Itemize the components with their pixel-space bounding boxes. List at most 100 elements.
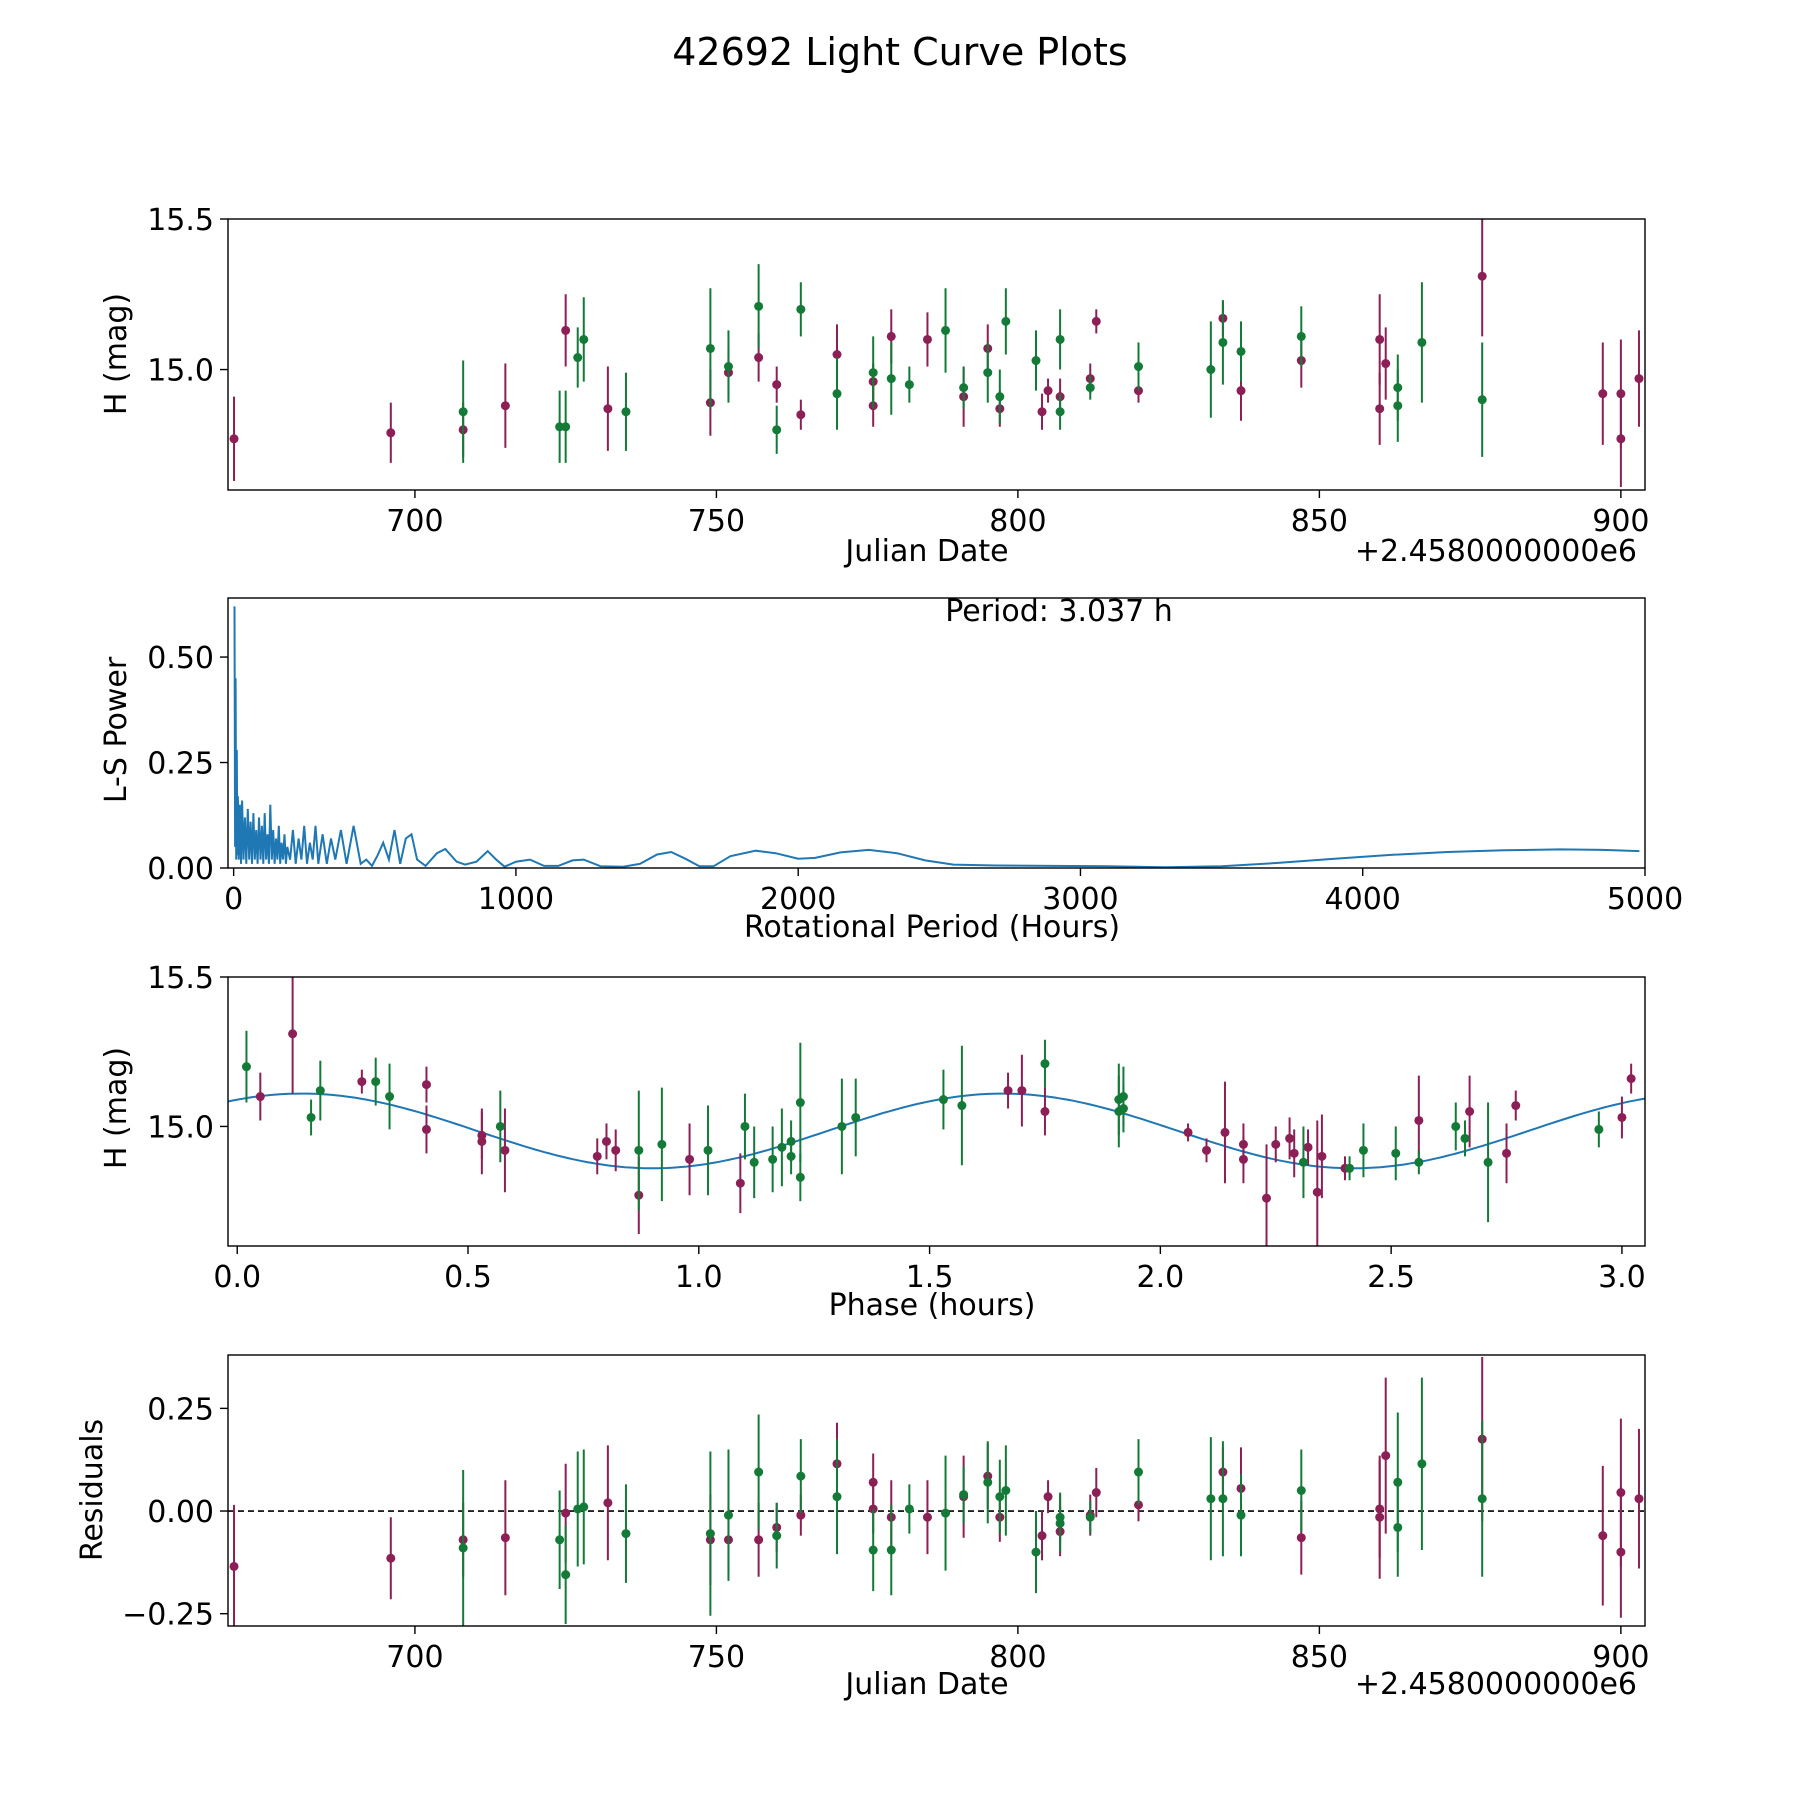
periodogram-xtick-label-0: 0 [224,882,243,917]
phased-curve-band-1-point-27 [1312,1187,1322,1197]
residuals-band-2-point-10 [796,1471,806,1481]
residuals-band-1-point-34 [1616,1547,1626,1557]
residuals-band-2-point-13 [886,1545,896,1555]
residuals-ytick-label-2: 0.25 [147,1392,214,1427]
phased-curve-band-2-point-31 [1451,1121,1461,1131]
light-curve-band-1-point-30 [1381,359,1391,369]
phased-curve-band-1-point-15 [1017,1086,1027,1096]
phased-curve-band-2-point-9 [740,1121,750,1131]
light-curve-band-2-point-23 [1085,383,1095,393]
light-curve-ytick-label-0: 15.0 [147,354,214,389]
residuals-band-2-point-5 [621,1529,631,1539]
light-curve-band-2-point-6 [705,343,715,353]
phased-curve-band-1-point-19 [1220,1127,1230,1137]
light-curve-band-1-point-31 [1477,271,1487,281]
residuals-band-2-point-23 [1085,1512,1095,1522]
phased-curve-band-1-point-12 [685,1154,695,1164]
phased-curve-band-1-point-32 [1502,1148,1512,1158]
light-curve-band-2-point-30 [1393,401,1403,411]
residuals-band-2-point-8 [754,1467,764,1477]
phased-curve-band-2-point-8 [703,1145,713,1155]
light-curve-band-1-point-10 [796,410,806,420]
light-curve-band-2-point-21 [1055,334,1065,344]
light-curve-band-1-point-28 [1375,404,1385,414]
light-curve-band-1-point-8 [754,353,764,363]
residuals-band-1-point-8 [754,1535,764,1545]
light-curve-band-2-point-10 [796,304,806,314]
phased-curve-xtick-label-0: 0.0 [213,1260,261,1295]
phased-curve-axes-frame [227,976,1646,1247]
phased-curve-band-1-point-7 [500,1145,510,1155]
residuals-band-1-point-4 [561,1508,571,1518]
light-curve-axes-frame [227,218,1646,491]
residuals-band-2-point-30 [1393,1522,1403,1532]
light-curve-band-2-point-4 [579,334,589,344]
phased-curve-band-1-point-8 [592,1151,602,1161]
light-curve-band-1-point-26 [1236,386,1246,396]
light-curve-band-1-point-3 [500,401,510,411]
residuals-band-1-point-27 [1296,1533,1306,1543]
residuals-band-2-point-2 [561,1570,571,1580]
residuals-band-1-point-1 [386,1553,396,1563]
phased-curve-band-1-point-26 [1303,1142,1313,1152]
periodogram-ylabel: L-S Power [99,656,134,803]
phased-curve-band-2-point-20 [957,1101,967,1111]
phased-curve-xtick-label-4: 2.0 [1136,1260,1184,1295]
light-curve-band-1-point-35 [1634,374,1644,384]
phased-curve-band-2-point-32 [1460,1133,1470,1143]
residuals-band-1-point-35 [1634,1494,1644,1504]
light-curve-xtick-label-3: 850 [1291,504,1348,539]
periodogram-power-line [233,606,1640,868]
light-curve-band-2-point-0 [458,407,468,417]
light-curve-band-2-point-32 [1477,395,1487,405]
phased-curve-band-2-point-33 [1483,1157,1493,1167]
phased-curve-plot-area [228,977,1645,1246]
periodogram-ytick-label-0: 0.00 [147,852,214,887]
light-curve-band-2-point-20 [1031,356,1041,366]
light-curve-band-2-point-9 [772,425,782,435]
phased-curve-band-2-point-30 [1414,1157,1424,1167]
periodogram-xtick-label-2: 2000 [760,882,836,917]
light-curve-band-2-point-3 [573,353,583,363]
fit-curve-line [228,1092,1645,1170]
residuals-band-2-point-11 [832,1492,842,1502]
residuals-band-2-point-1 [555,1535,565,1545]
phased-curve-band-2-point-16 [795,1098,805,1108]
residuals-band-2-point-9 [772,1531,782,1541]
light-curve-band-2-point-17 [983,368,993,378]
light-curve-xtick-label-2: 800 [989,504,1046,539]
phased-curve-band-1-point-2 [357,1077,367,1087]
residuals-plot-area [228,1357,1645,1626]
phased-curve-xtick-label-2: 1.0 [675,1260,723,1295]
phased-curve-band-1-point-23 [1271,1139,1281,1149]
phased-curve-band-1-point-28 [1317,1151,1327,1161]
light-curve-band-2-point-13 [886,374,896,384]
phased-curve-xtick-label-5: 2.5 [1367,1260,1415,1295]
residuals-xtick-label-2: 800 [989,1640,1046,1675]
light-curve-band-1-point-9 [772,380,782,390]
residuals-band-1-point-29 [1375,1512,1385,1522]
phased-curve-band-2-point-11 [768,1154,778,1164]
light-curve-band-1-point-15 [922,334,932,344]
light-curve-band-1-point-32 [1598,389,1608,399]
residuals-band-2-point-6 [705,1529,715,1539]
phased-curve-band-1-point-16 [1040,1107,1050,1116]
residuals-band-1-point-30 [1381,1451,1391,1461]
periodogram-xlabel: Rotational Period (Hours) [744,910,1120,945]
light-curve-band-1-point-34 [1616,434,1626,444]
periodogram-ytick-label-2: 0.50 [147,641,214,676]
phased-curve-band-1-point-13 [735,1178,745,1188]
phased-curve-band-2-point-18 [851,1112,861,1122]
light-curve-plot-area [229,219,1644,487]
residuals-ytick-label-0: −0.25 [122,1598,214,1633]
phased-curve-band-1-point-18 [1202,1145,1212,1155]
phased-curve-xtick-label-1: 0.5 [444,1260,492,1295]
light-curve-marks: 700 750 800 850 900 15.0 15.5 [147,203,1649,539]
light-curve-band-2-point-2 [561,422,571,432]
residuals-band-2-point-28 [1296,1486,1306,1495]
light-curve-band-2-point-16 [959,383,969,393]
light-curve-band-1-point-20 [1043,386,1053,396]
phased-curve-band-1-point-35 [1626,1074,1636,1084]
phased-curve-band-2-point-5 [495,1121,505,1131]
